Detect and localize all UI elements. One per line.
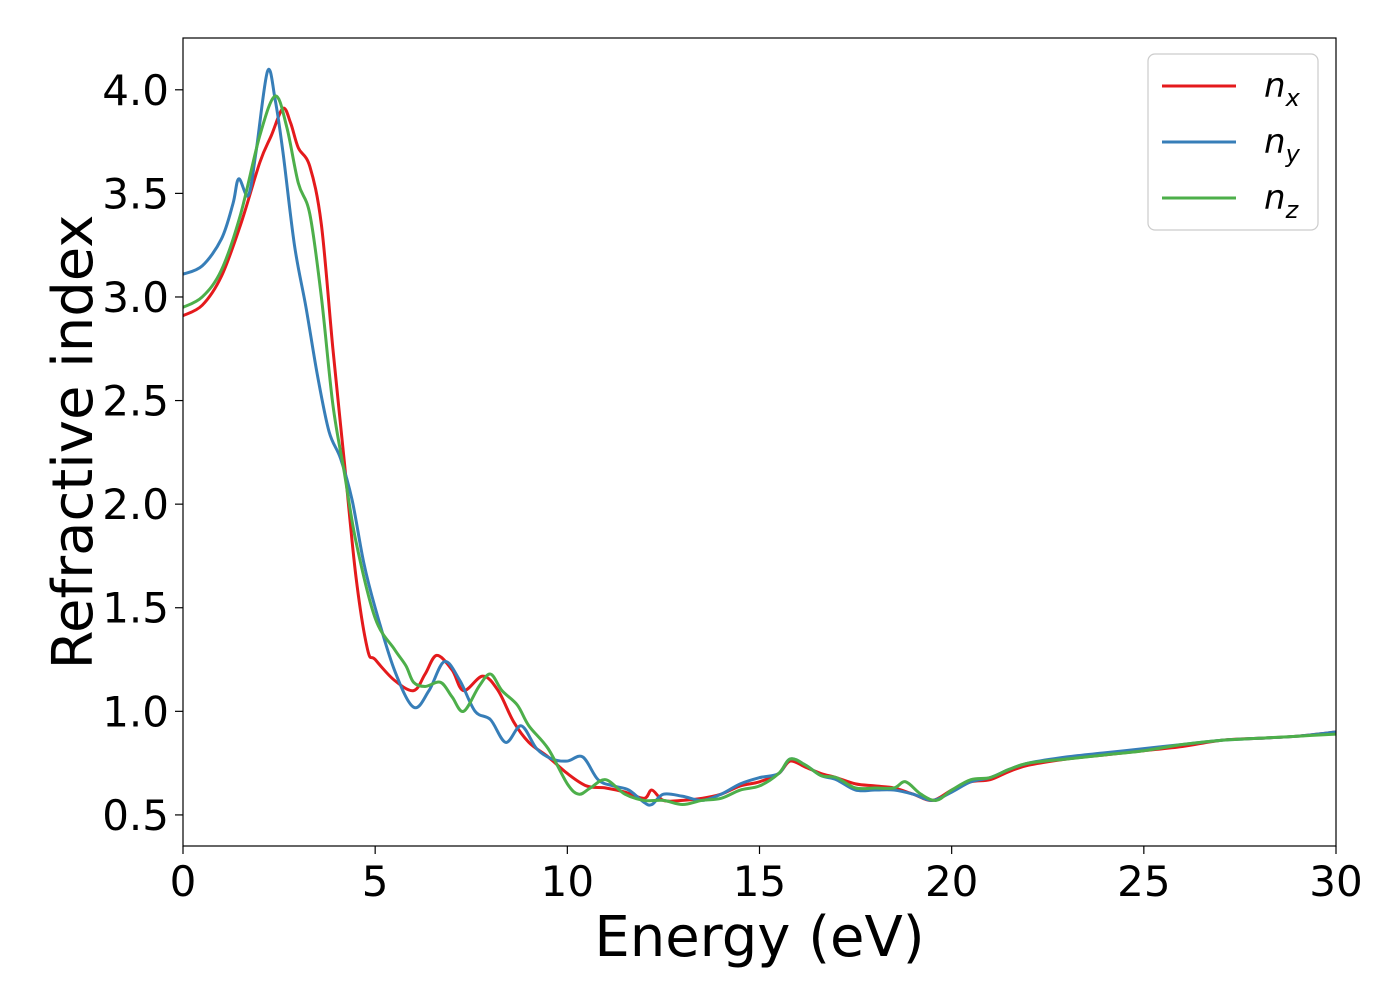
x-tick-label: 15 [733, 857, 786, 906]
x-tick-label: 10 [541, 857, 594, 906]
series-line-z [183, 94, 1336, 807]
y-tick-label: 0.5 [102, 791, 169, 840]
x-tick-label: 20 [925, 857, 978, 906]
y-axis-title: Refractive index [41, 215, 106, 670]
x-axis-title: Energy (eV) [594, 905, 924, 970]
series-line-x [183, 106, 1336, 803]
y-tick-label: 1.0 [102, 687, 169, 736]
y-tick-label: 4.0 [102, 66, 169, 115]
series-line-y [183, 67, 1336, 807]
x-tick-label: 25 [1117, 857, 1170, 906]
series-layer [183, 67, 1336, 807]
x-tick-label: 5 [362, 857, 389, 906]
x-tick-label: 30 [1309, 857, 1362, 906]
y-tick-label: 1.5 [102, 584, 169, 633]
y-tick-label: 3.5 [102, 169, 169, 218]
y-tick-label: 2.0 [102, 480, 169, 529]
y-axis: 0.5 1.0 1.5 2.0 2.5 3.0 3.5 4.0 [102, 66, 183, 840]
x-tick-label: 0 [170, 857, 197, 906]
x-axis: 0 5 10 15 20 25 30 [170, 846, 1363, 906]
y-tick-label: 2.5 [102, 377, 169, 426]
y-tick-label: 3.0 [102, 273, 169, 322]
